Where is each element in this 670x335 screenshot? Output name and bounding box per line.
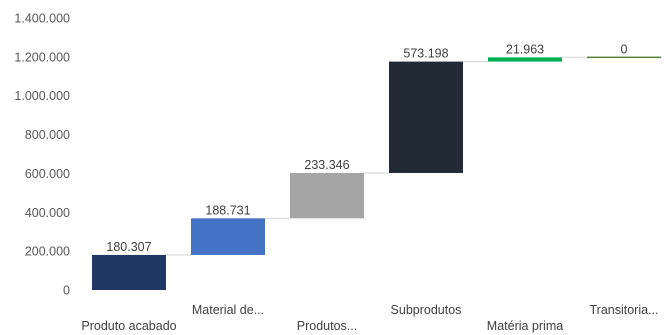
bar [587, 56, 661, 59]
y-tick-label: 1.000.000 [14, 89, 70, 103]
y-tick-label: 400.000 [25, 206, 70, 220]
y-tick-label: 1.400.000 [14, 12, 70, 26]
bar [488, 57, 562, 62]
y-axis: 0 200.000 400.000 600.000 800.000 1.000.000 1.… [14, 12, 70, 298]
y-tick-label: 800.000 [25, 128, 70, 142]
y-tick-label: 600.000 [25, 167, 70, 181]
bar [92, 254, 166, 290]
y-tick-label: 0 [63, 284, 70, 298]
data-label: 180.307 [106, 240, 151, 254]
bars [92, 56, 661, 290]
x-tick-label: Material de... [192, 303, 264, 317]
data-label: 188.731 [205, 203, 250, 217]
x-tick-label: Matéria prima [487, 319, 563, 333]
x-axis: Produto acabado Material de... Produtos...… [81, 303, 658, 333]
data-label: 0 [621, 42, 628, 56]
x-tick-label: Produto acabado [81, 319, 176, 333]
x-tick-label: Transitoria... [589, 303, 658, 317]
data-labels: 180.307 188.731 233.346 573.198 21.963 0 [106, 42, 627, 254]
bar [191, 218, 265, 255]
data-label: 21.963 [506, 42, 544, 56]
bar [389, 61, 463, 173]
x-tick-label: Subprodutos [391, 303, 462, 317]
y-tick-label: 1.200.000 [14, 50, 70, 64]
data-label: 573.198 [403, 47, 448, 61]
bar [290, 172, 364, 219]
y-tick-label: 200.000 [25, 245, 70, 259]
x-tick-label: Produtos... [297, 319, 357, 333]
data-label: 233.346 [304, 158, 349, 172]
connectors [166, 56, 587, 256]
